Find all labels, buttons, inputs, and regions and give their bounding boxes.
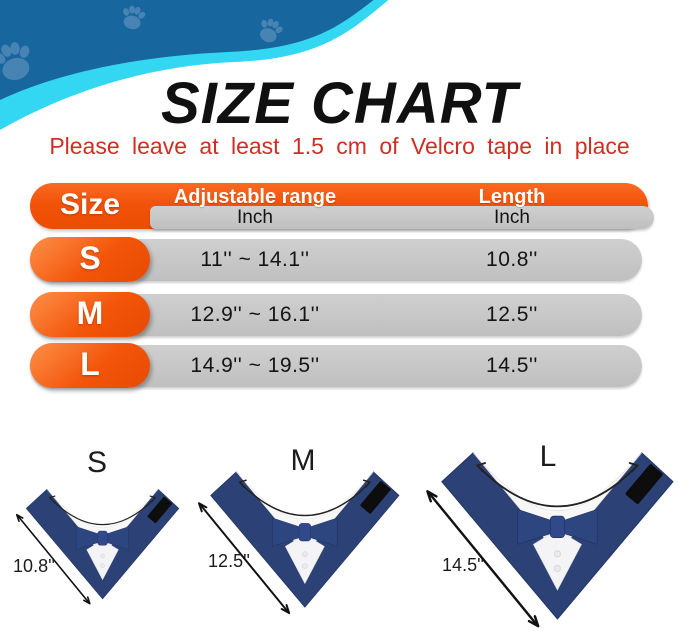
figure-size-label: S — [86, 446, 107, 479]
measure-arrow-head — [15, 513, 24, 523]
neck-arrow — [49, 497, 156, 526]
neck-arrow-head — [48, 495, 56, 503]
shirt-button — [553, 550, 561, 558]
adjustable-range-value: 12.9'' ~ 16.1'' — [190, 303, 320, 326]
size-value: S — [79, 240, 101, 276]
shirt-button — [302, 551, 308, 558]
figure-size-label: M — [290, 444, 316, 477]
shirt-button — [100, 553, 105, 559]
velcro-patch — [360, 481, 391, 514]
shirt-button — [100, 563, 105, 568]
measure-arrow-head — [527, 615, 540, 628]
shirt-front — [284, 534, 325, 585]
size-pill — [30, 292, 150, 337]
shirt-front — [532, 529, 582, 591]
size-value: L — [80, 346, 100, 382]
size-pill — [30, 237, 150, 282]
shirt-front — [86, 539, 119, 581]
wave-blue-area — [0, 0, 374, 100]
shirt-button — [302, 563, 308, 569]
length-value: 14.5'' — [486, 354, 538, 377]
velcro-patch — [625, 464, 663, 505]
length-value: 10.8'' — [486, 248, 538, 271]
adjustable-range-value: 11'' ~ 14.1'' — [200, 248, 310, 271]
unit-label-inch: Inch — [237, 207, 273, 228]
measure-arrow — [198, 503, 290, 614]
dog-bandana-illustration — [426, 452, 674, 628]
paw-print-icon — [123, 5, 146, 30]
measure-arrow — [16, 514, 90, 604]
paw-print-icon — [260, 18, 283, 43]
neck-arrow — [477, 465, 638, 508]
neck-arrow-head — [362, 479, 372, 488]
neck-arrow-head — [628, 462, 640, 473]
column-header-size: Size — [59, 188, 121, 221]
velcro-patch — [147, 496, 172, 524]
neck-arrow — [239, 481, 371, 517]
neck-arrow-head — [475, 462, 487, 473]
figure-size-label: L — [539, 440, 557, 473]
velcro-notice-text: Please leave at least 1.5 cm of Velcro t… — [49, 133, 630, 159]
measure-arrow-head — [198, 502, 208, 513]
unit-label-inch: Inch — [494, 207, 530, 228]
bow-knot — [298, 523, 311, 542]
dog-bandana-illustration — [15, 488, 180, 605]
measure-arrow — [427, 491, 539, 627]
size-value: M — [76, 295, 104, 331]
adjustable-range-value: 14.9'' ~ 19.5'' — [190, 354, 320, 377]
bow-knot — [549, 515, 565, 538]
figure-measurement-label: 12.5'' — [208, 551, 250, 571]
neck-arrow-head — [238, 479, 247, 488]
hero-wave — [0, 0, 389, 130]
measure-arrow-head — [280, 604, 291, 615]
figure-measurement-label: 10.8'' — [13, 556, 55, 576]
page-title: SIZE CHART — [161, 71, 518, 136]
shirt-button — [553, 564, 561, 572]
column-header-length: Length — [478, 186, 546, 208]
table-unit-strip — [150, 206, 654, 229]
length-value: 12.5'' — [486, 303, 538, 326]
paw-print-icon — [0, 42, 30, 81]
figure-measurement-label: 14.5'' — [442, 555, 484, 575]
bow-knot — [97, 530, 108, 546]
dog-bandana-illustration — [198, 471, 400, 615]
neck-arrow-head — [149, 495, 157, 503]
measure-arrow-head — [83, 596, 91, 605]
size-pill — [30, 343, 150, 388]
measure-arrow-head — [426, 490, 438, 503]
column-header-adjustable-range: Adjustable range — [173, 186, 337, 208]
